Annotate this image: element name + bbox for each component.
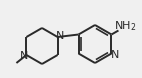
Text: N: N <box>20 51 29 61</box>
Text: N: N <box>111 50 119 60</box>
Text: NH$_2$: NH$_2$ <box>114 20 137 33</box>
Text: N: N <box>55 31 64 41</box>
